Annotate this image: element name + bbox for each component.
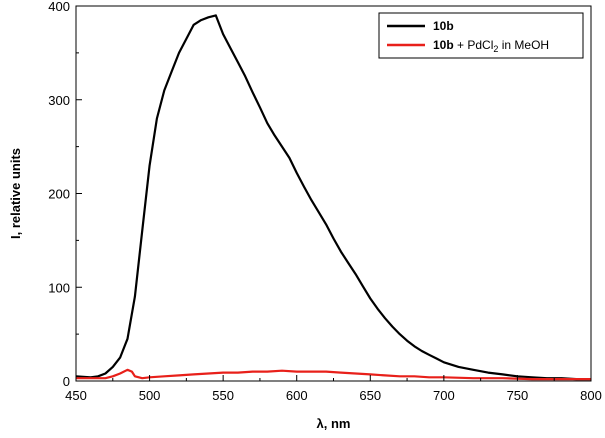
x-tick-label: 600 <box>286 388 308 403</box>
y-tick-label: 300 <box>48 93 70 108</box>
x-axis-label: λ, nm <box>317 416 351 431</box>
x-tick-label: 650 <box>359 388 381 403</box>
x-tick-label: 800 <box>580 388 602 403</box>
y-tick-label: 400 <box>48 0 70 14</box>
y-axis-ticks: 0 100 200 300 400 <box>48 0 82 389</box>
y-tick-label: 100 <box>48 280 70 295</box>
x-axis-ticks: 450 500 550 600 650 700 750 800 <box>65 375 602 403</box>
plot-frame <box>75 5 592 382</box>
y-tick-label: 0 <box>63 374 70 389</box>
series-line-1 <box>75 14 591 381</box>
legend-box <box>378 12 584 59</box>
x-tick-label: 450 <box>65 388 87 403</box>
x-tick-label: 700 <box>433 388 455 403</box>
legend: 10b 10b + PdCl2 in MeOH <box>378 12 584 59</box>
y-tick-label: 200 <box>48 187 70 202</box>
x-tick-label: 500 <box>139 388 161 403</box>
legend-entry-2: 10b + PdCl2 in MeOH <box>433 38 549 54</box>
y-axis-label: I, relative units <box>8 148 23 239</box>
x-tick-label: 750 <box>507 388 529 403</box>
x-tick-label: 550 <box>212 388 234 403</box>
series-layer <box>75 14 591 381</box>
legend-entry-1: 10b <box>433 19 454 33</box>
series-line-2 <box>76 368 591 381</box>
